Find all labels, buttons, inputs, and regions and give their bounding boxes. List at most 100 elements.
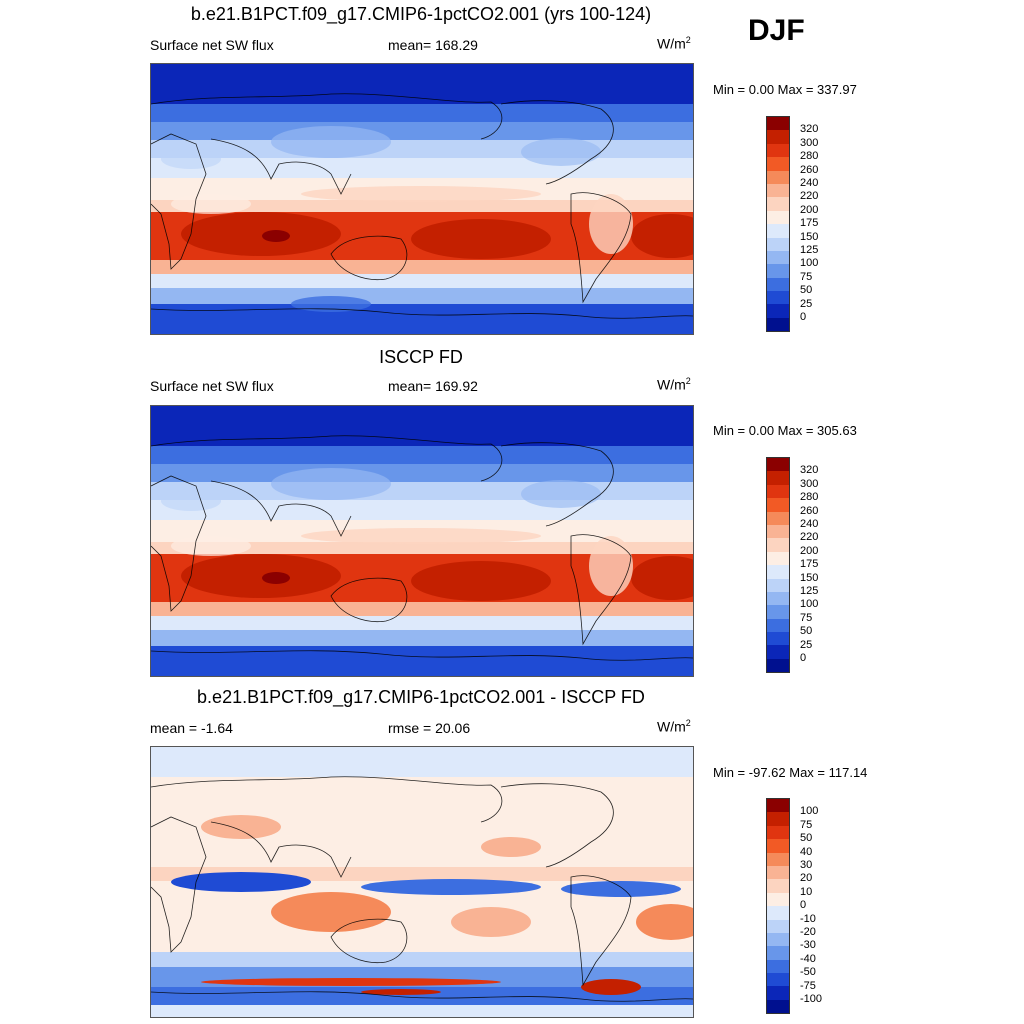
colorbar-tick-label: 175 xyxy=(800,217,819,230)
colorbar-tick-label: -10 xyxy=(800,912,816,925)
panel-title: b.e21.B1PCT.f09_g17.CMIP6-1pctCO2.001 - … xyxy=(197,687,645,707)
colorbar-box xyxy=(767,812,789,826)
colorbar-box xyxy=(767,197,789,211)
colorbar-tick-label: 10 xyxy=(800,885,813,898)
colorbar-box xyxy=(767,865,789,880)
mean-label: mean= 168.29 xyxy=(388,37,478,53)
colorbar-box xyxy=(767,645,789,659)
colorbar-box xyxy=(767,117,789,131)
colorbar-box xyxy=(767,906,789,920)
panel-title: ISCCP FD xyxy=(379,347,463,367)
colorbar-box xyxy=(767,852,789,866)
colorbar-tick-label: 240 xyxy=(800,518,819,530)
colorbar-box xyxy=(767,183,789,198)
colorbar-tick-label: 50 xyxy=(800,284,813,297)
colorbar-tick-label: -40 xyxy=(800,952,816,965)
colorbar-tick-label: 100 xyxy=(800,805,819,818)
colorbar-tick-label: 280 xyxy=(800,491,819,504)
colorbar-box xyxy=(767,538,789,552)
colorbar-box xyxy=(767,825,789,840)
colorbar-tick-label: -50 xyxy=(800,966,816,979)
variable-label: Surface net SW flux xyxy=(150,37,274,53)
colorbar-tick-label: 100 xyxy=(800,257,819,270)
colorbar-tick-label: 125 xyxy=(800,585,819,597)
colorbar-tick-label: -75 xyxy=(800,979,816,992)
colorbar-tick-label: 260 xyxy=(800,504,819,517)
panel-title: b.e21.B1PCT.f09_g17.CMIP6-1pctCO2.001 (y… xyxy=(190,4,652,24)
colorbar-tick-label: 220 xyxy=(800,190,819,203)
colorbar xyxy=(766,116,790,333)
colorbar-box xyxy=(767,157,789,171)
colorbar xyxy=(766,798,790,1015)
colorbar-box xyxy=(767,143,789,158)
colorbar-box xyxy=(767,946,789,960)
mean-label: mean = -1.64 xyxy=(150,720,233,736)
map-model-sw xyxy=(150,63,694,335)
colorbar-box xyxy=(767,618,789,633)
min-max-label: Min = 0.00 Max = 305.63 xyxy=(713,423,857,438)
colorbar-tick-label: 0 xyxy=(800,652,807,664)
colorbar-box xyxy=(767,578,789,592)
colorbar-tick-label: -20 xyxy=(800,926,816,938)
colorbar-box xyxy=(767,879,789,893)
colorbar-box xyxy=(767,919,789,933)
colorbar-box xyxy=(767,250,789,265)
colorbar-box xyxy=(767,498,789,512)
colorbar-tick-label: 220 xyxy=(800,531,819,544)
mean-label: mean= 169.92 xyxy=(388,378,478,394)
colorbar-box xyxy=(767,632,789,646)
colorbar-tick-label: 150 xyxy=(800,230,819,243)
colorbar-tick-label: 280 xyxy=(800,150,819,163)
rmse-label: rmse = 20.06 xyxy=(388,720,471,736)
min-max-label: Min = 0.00 Max = 337.97 xyxy=(713,82,857,97)
colorbar-tick-label: 150 xyxy=(800,571,819,584)
colorbar-box xyxy=(767,511,789,525)
colorbar-tick-label: 50 xyxy=(800,832,813,845)
colorbar-box xyxy=(767,130,789,144)
colorbar-tick-label: 300 xyxy=(800,477,819,490)
colorbar-box xyxy=(767,264,789,278)
colorbar-tick-label: 40 xyxy=(800,845,813,858)
colorbar-tick-label: 200 xyxy=(800,544,819,557)
colorbar-box xyxy=(767,210,789,225)
colorbar-box xyxy=(767,277,789,292)
colorbar-box xyxy=(767,458,789,472)
colorbar-box xyxy=(767,959,789,974)
colorbar-tick-label: 320 xyxy=(800,123,819,136)
colorbar-box xyxy=(767,799,789,813)
colorbar-box xyxy=(767,658,789,673)
colorbar-box xyxy=(767,605,789,619)
colorbar-tick-label: 25 xyxy=(800,297,813,310)
colorbar-box xyxy=(767,304,789,318)
colorbar-tick-label: 75 xyxy=(800,270,813,283)
colorbar-box xyxy=(767,551,789,566)
colorbar-tick-label: -100 xyxy=(800,993,823,1005)
colorbar-box xyxy=(767,986,789,1000)
colorbar-tick-label: 0 xyxy=(800,899,807,912)
colorbar-tick-label: 200 xyxy=(800,203,819,216)
colorbar-box xyxy=(767,224,789,238)
colorbar-tick-label: 240 xyxy=(800,177,819,189)
colorbar-tick-label: -30 xyxy=(800,939,816,952)
colorbar-box xyxy=(767,317,789,332)
colorbar-tick-label: 300 xyxy=(800,136,819,149)
units-label: W/m2 xyxy=(657,718,691,735)
min-max-label: Min = -97.62 Max = 117.14 xyxy=(713,765,868,780)
colorbar-box xyxy=(767,565,789,579)
colorbar-tick-label: 75 xyxy=(800,818,813,831)
units-label: W/m2 xyxy=(657,35,691,52)
colorbar-box xyxy=(767,471,789,485)
variable-label: Surface net SW flux xyxy=(150,378,274,394)
season-label: DJF xyxy=(748,14,805,47)
colorbar-tick-label: 20 xyxy=(800,872,813,885)
units-label: W/m2 xyxy=(657,376,691,393)
colorbar-tick-label: 0 xyxy=(800,311,807,323)
colorbar-box xyxy=(767,237,789,251)
colorbar-tick-label: 320 xyxy=(800,464,819,477)
colorbar-tick-label: 50 xyxy=(800,625,813,638)
colorbar-box xyxy=(767,973,789,987)
colorbar-box xyxy=(767,892,789,907)
colorbar-box xyxy=(767,524,789,539)
colorbar-box xyxy=(767,484,789,499)
colorbar-box xyxy=(767,591,789,606)
